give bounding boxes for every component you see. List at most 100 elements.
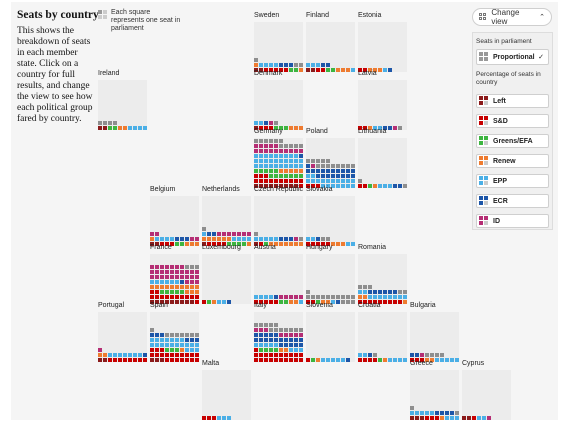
country-luxembourg[interactable]: Luxembourg xyxy=(202,244,251,304)
seat-square xyxy=(351,174,355,178)
seat-square xyxy=(316,164,320,168)
seat-square xyxy=(284,333,288,337)
seat-square xyxy=(264,149,268,153)
seat-square xyxy=(138,353,142,357)
seat-square xyxy=(331,68,335,72)
option-label: Left xyxy=(493,97,506,105)
seat-square xyxy=(264,179,268,183)
seat-grid xyxy=(254,254,303,304)
seat-square xyxy=(331,169,335,173)
seat-square xyxy=(363,68,367,72)
country-hungary[interactable]: Hungary xyxy=(306,244,355,304)
seat-square xyxy=(294,295,298,299)
seat-square xyxy=(430,353,434,357)
option-ecr[interactable]: ECR xyxy=(476,194,549,208)
country-italy[interactable]: Italy xyxy=(254,302,303,362)
country-slovakia[interactable]: Slovakia xyxy=(306,186,355,246)
seat-square xyxy=(190,270,194,274)
seat-square xyxy=(336,164,340,168)
seat-square xyxy=(195,338,199,342)
seat-square xyxy=(207,300,211,304)
country-name: Ireland xyxy=(98,70,120,77)
group-swatch-icon xyxy=(479,156,489,166)
seat-square xyxy=(336,242,340,246)
seat-square xyxy=(269,242,273,246)
seat-square xyxy=(259,353,263,357)
seat-square xyxy=(274,343,278,347)
seat-square xyxy=(289,144,293,148)
seat-square xyxy=(190,280,194,284)
country-bulgaria[interactable]: Bulgaria xyxy=(410,302,459,362)
country-greece[interactable]: Greece xyxy=(410,360,459,420)
country-czech-republic[interactable]: Czech Republic xyxy=(254,186,303,246)
option-s-d[interactable]: S&D xyxy=(476,114,549,128)
country-slovenia[interactable]: Slovenia xyxy=(306,302,355,362)
country-sweden[interactable]: Sweden xyxy=(254,12,303,72)
country-poland[interactable]: Poland xyxy=(306,128,355,188)
country-austria[interactable]: Austria xyxy=(254,244,303,304)
country-cyprus[interactable]: Cyprus xyxy=(462,360,511,420)
country-spain[interactable]: Spain xyxy=(150,302,199,362)
seat-square xyxy=(180,285,184,289)
country-romania[interactable]: Romania xyxy=(358,244,407,304)
seat-square xyxy=(195,285,199,289)
seat-square xyxy=(160,338,164,342)
seat-square xyxy=(289,353,293,357)
seat-square xyxy=(284,149,288,153)
country-croatia[interactable]: Croatia xyxy=(358,302,407,362)
seat-square xyxy=(358,353,362,357)
country-estonia[interactable]: Estonia xyxy=(358,12,407,72)
seat-square xyxy=(284,338,288,342)
seat-square xyxy=(133,358,137,362)
seat-square xyxy=(180,300,184,304)
country-ireland[interactable]: Ireland xyxy=(98,70,147,130)
seat-square xyxy=(321,295,325,299)
change-view-button[interactable]: Change view ⌃ xyxy=(472,8,552,26)
seat-square xyxy=(321,164,325,168)
seat-square xyxy=(237,232,241,236)
seat-square xyxy=(299,348,303,352)
seat-square xyxy=(175,265,179,269)
seat-square xyxy=(113,121,117,125)
seat-square xyxy=(108,353,112,357)
seat-square xyxy=(311,237,315,241)
country-latvia[interactable]: Latvia xyxy=(358,70,407,130)
country-denmark[interactable]: Denmark xyxy=(254,70,303,130)
seat-square xyxy=(269,184,273,188)
option-left[interactable]: Left xyxy=(476,94,549,108)
seat-square xyxy=(284,300,288,304)
country-malta[interactable]: Malta xyxy=(202,360,251,420)
seat-square xyxy=(98,353,102,357)
country-germany[interactable]: Germany xyxy=(254,128,303,188)
seat-square xyxy=(289,68,293,72)
option-renew[interactable]: Renew xyxy=(476,154,549,168)
seat-square xyxy=(274,126,278,130)
country-belgium[interactable]: Belgium xyxy=(150,186,199,246)
seat-square xyxy=(103,121,107,125)
option-greens-efa[interactable]: Greens/EFA xyxy=(476,134,549,148)
seat-square xyxy=(254,174,258,178)
seat-square xyxy=(279,338,283,342)
seat-square xyxy=(254,358,258,362)
option-proportional[interactable]: Proportional ✓ xyxy=(476,49,549,65)
seat-grid xyxy=(98,80,147,130)
seat-square xyxy=(175,338,179,342)
country-france[interactable]: France xyxy=(150,244,199,304)
seat-square xyxy=(351,184,355,188)
seat-square xyxy=(175,270,179,274)
seat-square xyxy=(378,300,382,304)
seat-square xyxy=(425,411,429,415)
country-portugal[interactable]: Portugal xyxy=(98,302,147,362)
seat-square xyxy=(269,149,273,153)
seat-square xyxy=(98,358,102,362)
country-netherlands[interactable]: Netherlands xyxy=(202,186,251,246)
seat-grid xyxy=(358,254,407,304)
country-lithuania[interactable]: Lithuania xyxy=(358,128,407,188)
option-epp[interactable]: EPP xyxy=(476,174,549,188)
option-id[interactable]: ID xyxy=(476,214,549,228)
seat-square xyxy=(435,411,439,415)
seat-square xyxy=(242,242,246,246)
seat-grid xyxy=(306,254,355,304)
seat-square xyxy=(363,290,367,294)
country-finland[interactable]: Finland xyxy=(306,12,355,72)
